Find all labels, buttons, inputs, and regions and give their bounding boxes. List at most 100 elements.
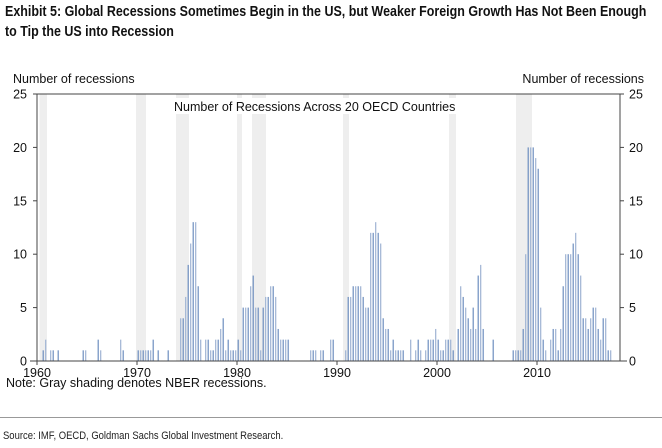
bar-2003-q3 bbox=[472, 307, 474, 361]
bar-2001-q2 bbox=[450, 339, 452, 361]
bar-2003-q4 bbox=[475, 328, 477, 361]
bar-2000-q2 bbox=[440, 350, 442, 361]
bar-1977-q1 bbox=[207, 339, 209, 361]
bar-2002-q1 bbox=[457, 328, 459, 361]
bar-1995-q2 bbox=[390, 350, 392, 361]
bar-1966-q1 bbox=[97, 339, 99, 361]
legend-background bbox=[172, 98, 472, 114]
bar-1982-q2 bbox=[260, 350, 262, 361]
bar-1987-q2 bbox=[310, 350, 312, 361]
nber-shading-6 bbox=[449, 94, 456, 361]
legend-label: Number of Recessions Across 20 OECD Coun… bbox=[174, 100, 455, 114]
bar-1977-q4 bbox=[215, 339, 217, 361]
bar-1982-q1 bbox=[257, 307, 259, 361]
bar-2008-q2 bbox=[520, 350, 522, 361]
bar-2010-q2 bbox=[540, 307, 542, 361]
bar-1981-q3 bbox=[252, 275, 254, 361]
bar-1961-q2 bbox=[50, 350, 52, 361]
y-tick-label-left-0: 0 bbox=[20, 355, 27, 369]
bar-2003-q1 bbox=[467, 318, 469, 361]
bar-1984-q2 bbox=[280, 339, 282, 361]
bar-1960-q3 bbox=[42, 350, 44, 361]
bar-1994-q3 bbox=[382, 318, 384, 361]
bar-2013-q2 bbox=[570, 254, 572, 361]
bar-2014-q2 bbox=[580, 275, 582, 361]
divider bbox=[0, 417, 662, 418]
bar-2013-q4 bbox=[575, 232, 577, 361]
y-tick-label-left-10: 10 bbox=[13, 248, 27, 262]
bar-2014-q1 bbox=[577, 254, 579, 361]
bar-1983-q1 bbox=[267, 296, 269, 361]
y-tick-label-left-15: 15 bbox=[13, 194, 27, 208]
bar-1981-q2 bbox=[250, 286, 252, 361]
bar-1979-q1 bbox=[227, 339, 229, 361]
bar-2012-q4 bbox=[565, 254, 567, 361]
bar-1995-q4 bbox=[395, 350, 397, 361]
bar-1972-q1 bbox=[157, 350, 159, 361]
bar-1964-q4 bbox=[85, 350, 87, 361]
bar-1995-q1 bbox=[387, 328, 389, 361]
nber-shading-5 bbox=[343, 94, 349, 361]
bar-1977-q2 bbox=[210, 350, 212, 361]
bar-2002-q2 bbox=[460, 286, 462, 361]
x-tick-label-1990: 1990 bbox=[323, 366, 351, 380]
bar-1997-q4 bbox=[415, 350, 417, 361]
bar-2008-q4 bbox=[525, 254, 527, 361]
y-tick-label-left-20: 20 bbox=[13, 141, 27, 155]
bar-2015-q3 bbox=[592, 307, 594, 361]
bar-1977-q3 bbox=[212, 350, 214, 361]
bar-1987-q3 bbox=[312, 350, 314, 361]
bar-2007-q3 bbox=[512, 350, 514, 361]
bar-1989-q3 bbox=[332, 339, 334, 361]
chart-note: Note: Gray shading denotes NBER recessio… bbox=[6, 376, 267, 390]
nber-shading-4 bbox=[252, 94, 266, 361]
bar-2012-q1 bbox=[557, 350, 559, 361]
y-tick-label-right-20: 20 bbox=[629, 141, 643, 155]
bar-1993-q3 bbox=[372, 232, 374, 361]
nber-shading-7 bbox=[516, 94, 532, 361]
bar-1992-q4 bbox=[365, 307, 367, 361]
x-tick-label-2010: 2010 bbox=[523, 366, 551, 380]
bar-1988-q3 bbox=[322, 350, 324, 361]
bar-1999-q4 bbox=[435, 328, 437, 361]
bar-1998-q1 bbox=[417, 339, 419, 361]
y-tick-label-right-15: 15 bbox=[629, 194, 643, 208]
bar-1974-q3 bbox=[182, 318, 184, 361]
bar-2013-q1 bbox=[567, 254, 569, 361]
bar-1992-q1 bbox=[357, 286, 359, 361]
nber-shading-1 bbox=[136, 94, 146, 361]
bar-1992-q3 bbox=[362, 296, 364, 361]
bar-1979-q2 bbox=[230, 350, 232, 361]
x-tick-label-1960: 1960 bbox=[23, 366, 51, 380]
bar-1989-q2 bbox=[330, 339, 332, 361]
bar-2012-q3 bbox=[562, 286, 564, 361]
bar-2011-q3 bbox=[552, 328, 554, 361]
bar-2012-q2 bbox=[560, 328, 562, 361]
nber-shading-group bbox=[39, 94, 532, 361]
bar-2005-q3 bbox=[492, 339, 494, 361]
y-tick-label-left-5: 5 bbox=[20, 301, 27, 315]
bar-1968-q3 bbox=[122, 350, 124, 361]
bar-1999-q2 bbox=[430, 339, 432, 361]
ticks-group: 0 0 5 5 10 10 15 15 20 20 25 25 1960 1970 1980 1990 2000… bbox=[13, 88, 643, 381]
bar-1970-q4 bbox=[145, 350, 147, 361]
bar-1994-q1 bbox=[377, 232, 379, 361]
bar-1961-q3 bbox=[52, 350, 54, 361]
bar-1990-q4 bbox=[345, 350, 347, 361]
y-tick-label-right-10: 10 bbox=[629, 248, 643, 262]
bar-1978-q1 bbox=[217, 339, 219, 361]
bar-1996-q1 bbox=[397, 350, 399, 361]
bar-1968-q2 bbox=[120, 339, 122, 361]
bar-1982-q3 bbox=[262, 307, 264, 361]
bar-2002-q4 bbox=[465, 307, 467, 361]
bar-2017-q1 bbox=[607, 350, 609, 361]
bar-2013-q3 bbox=[572, 243, 574, 361]
x-tick-label-1970: 1970 bbox=[123, 366, 151, 380]
bar-1992-q2 bbox=[360, 286, 362, 361]
bar-1964-q3 bbox=[82, 350, 84, 361]
bar-1978-q4 bbox=[225, 350, 227, 361]
bar-2009-q4 bbox=[535, 158, 537, 361]
bar-2009-q1 bbox=[527, 147, 529, 361]
right-axis-label: Number of recessions bbox=[522, 72, 644, 86]
bar-1981-q4 bbox=[255, 307, 257, 361]
